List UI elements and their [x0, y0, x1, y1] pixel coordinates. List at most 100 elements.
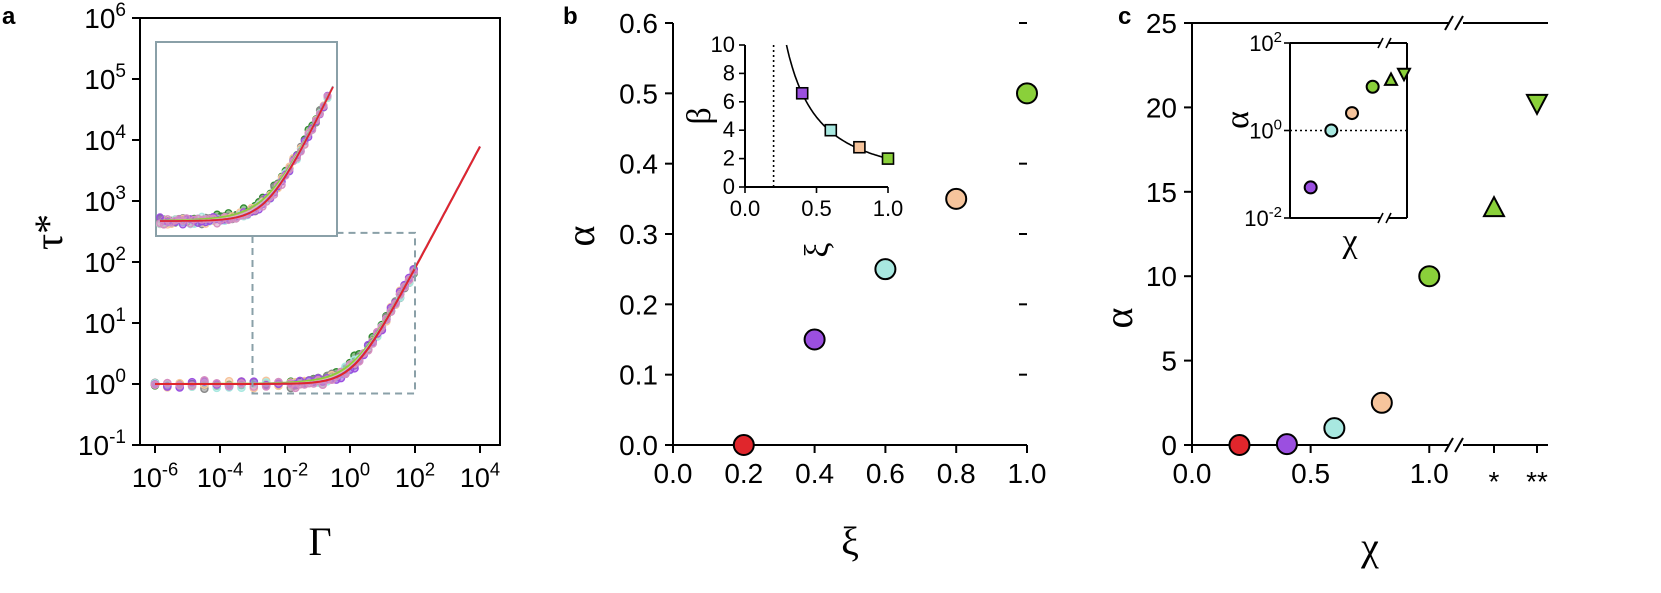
inset-fit-curve [785, 44, 889, 160]
data-point [200, 375, 209, 385]
x-tick-label: 100 [330, 459, 370, 493]
x-tick-label: 0.8 [937, 458, 976, 489]
inset-break-mark [1377, 37, 1384, 49]
inset-data-point-green [1383, 71, 1399, 86]
inset-data-point-cyan [1324, 123, 1339, 138]
inset-y-tick-label: 0 [723, 174, 735, 199]
inset-break-mark [1385, 37, 1392, 49]
inset-y-tick-label: 10-2 [1244, 204, 1282, 231]
scatter-points-main [150, 264, 419, 393]
y-axis-title: α [558, 225, 603, 246]
inset-y-tick-label: 102 [1249, 29, 1282, 56]
data-point-cyan [1323, 417, 1346, 440]
fit-curve [155, 146, 481, 385]
axis-break-mark-top [1454, 15, 1464, 31]
y-tick-label: 105 [84, 61, 126, 95]
inset-break-mark [1377, 212, 1384, 224]
inset-data-point-green [1396, 67, 1412, 83]
y-tick-label: 0.2 [619, 289, 658, 320]
x-tick-label-extra: * [1489, 466, 1500, 497]
data-point-green [1525, 93, 1549, 116]
axis-break-mark [1454, 437, 1464, 453]
y-tick-label: 0.4 [619, 149, 658, 180]
y-tick-label: 104 [84, 122, 126, 156]
x-tick-label: 10-4 [197, 459, 243, 493]
panel-letter-a: a [2, 3, 16, 30]
data-point-orange [1370, 391, 1393, 414]
inset-y-tick-label: 4 [723, 117, 735, 142]
inset-y-tick-label: 100 [1249, 116, 1282, 143]
inset-y-tick-label: 2 [723, 146, 735, 171]
y-tick-label: 10-1 [78, 427, 126, 461]
inset-data-point-cyan [824, 123, 838, 137]
inset-data-point-orange [853, 140, 866, 154]
y-tick-label: 103 [84, 183, 126, 217]
y-tick-label: 25 [1146, 8, 1177, 39]
inset-data-point-purple [795, 86, 809, 100]
y-tick-label: 0.5 [619, 78, 658, 109]
data-point-purple [803, 328, 826, 351]
y-tick-label: 100 [84, 366, 126, 400]
data-point-green [1016, 82, 1038, 105]
inset-y-tick-label: 10 [711, 32, 735, 57]
axis-break-mark-top [1444, 15, 1454, 31]
x-tick-label: 0.0 [1173, 458, 1212, 489]
x-tick-label: 0.0 [654, 458, 693, 489]
zoom-region-box [251, 231, 416, 395]
chart-panel-a: 10-6 10-4 10-2 100 102 104 10-1 100 101 102 103 104… [26, 0, 501, 564]
y-tick-label: 15 [1146, 177, 1177, 208]
inset-data-point-purple [1303, 180, 1318, 195]
x-axis-title: ξ [841, 519, 859, 564]
y-axis-title: τ* [26, 214, 71, 250]
y-tick-label: 0.1 [619, 360, 658, 391]
data-point-red [1228, 434, 1251, 456]
inset-x-axis-title: ξ [799, 242, 836, 257]
x-tick-label: 0.2 [724, 458, 763, 489]
data-point-orange [945, 187, 968, 210]
inset-x-tick-label: 0.0 [730, 196, 761, 221]
inset-data-point-green [881, 152, 895, 165]
data-point-green [1418, 265, 1441, 288]
y-tick-label: 106 [84, 0, 126, 34]
inset-x-tick-label: 1.0 [873, 196, 904, 221]
y-tick-label: 0.0 [619, 430, 658, 461]
y-tick-label: 5 [1161, 346, 1177, 377]
x-tick-label: 1.0 [1410, 458, 1449, 489]
data-point-red [732, 434, 755, 456]
y-tick-label: 0 [1161, 430, 1177, 461]
inset-y-tick-label: 6 [723, 89, 735, 114]
x-tick-label: 1.0 [1008, 458, 1047, 489]
y-tick-label: 10 [1146, 261, 1177, 292]
inset-y-tick-label: 8 [723, 60, 735, 85]
data-point-purple [1275, 433, 1298, 456]
y-tick-label: 101 [84, 305, 126, 339]
x-tick-label: 10-6 [132, 459, 178, 493]
inset-break-mark [1385, 212, 1392, 224]
x-tick-label-extra: ** [1526, 466, 1548, 497]
inset-y-axis-title: α [1219, 111, 1256, 129]
y-axis-title: α [1096, 307, 1141, 328]
data-point-cyan [874, 258, 897, 281]
inset-data-point-green [1365, 79, 1380, 94]
y-tick-label: 102 [84, 244, 126, 278]
x-tick-label: 0.5 [1291, 458, 1330, 489]
inset-y-axis-title: β [681, 107, 718, 124]
x-tick-label: 0.4 [795, 458, 834, 489]
chart-panel-b: 0.0 0.1 0.2 0.3 0.4 0.5 0.6 0.0 0.2 0.4 0.6 0.8 1.0 ξ… [558, 8, 1046, 564]
x-tick-label: 102 [395, 459, 435, 493]
data-point-green [1482, 195, 1506, 218]
x-tick-label: 0.6 [866, 458, 905, 489]
inset-x-tick-label: 0.5 [801, 196, 832, 221]
inset-x-axis-title: χ [1341, 223, 1357, 260]
x-axis-title: Γ [308, 519, 331, 564]
panel-letter-b: b [563, 3, 578, 30]
plot-frame [139, 17, 501, 446]
y-tick-label: 0.6 [619, 8, 658, 39]
x-tick-label: 104 [460, 459, 500, 493]
x-tick-label: 10-2 [262, 459, 308, 493]
y-tick-label: 0.3 [619, 219, 658, 250]
data-point [175, 380, 184, 390]
panel-letter-c: c [1118, 3, 1131, 30]
